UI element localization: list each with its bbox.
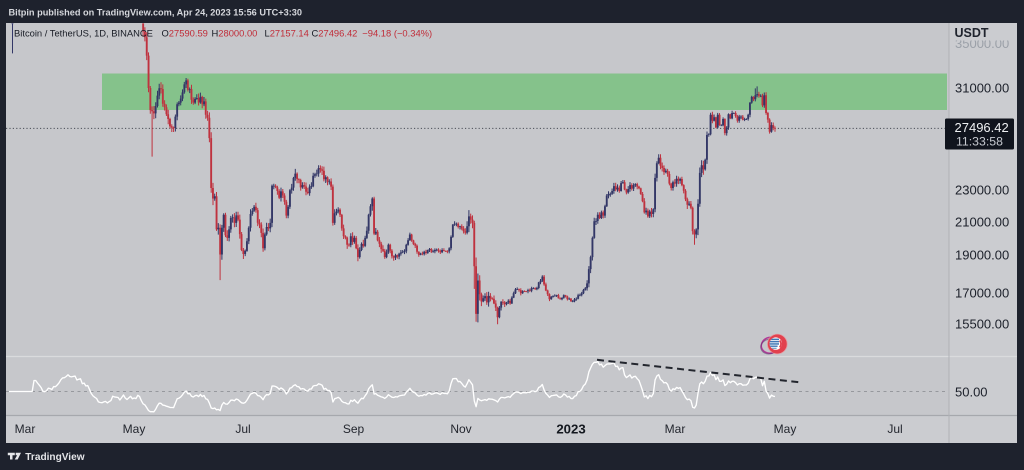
svg-text:19000.00: 19000.00 — [955, 248, 1009, 263]
svg-text:H28000.00: H28000.00 — [212, 27, 258, 38]
svg-text:21000.00: 21000.00 — [955, 215, 1009, 230]
svg-text:50.00: 50.00 — [955, 385, 988, 400]
svg-text:Sep: Sep — [343, 422, 365, 436]
svg-text:Mar: Mar — [15, 422, 36, 436]
svg-text:May: May — [774, 422, 797, 436]
svg-text:L27157.14: L27157.14 — [265, 27, 309, 38]
svg-text:Jul: Jul — [235, 422, 250, 436]
svg-text:Bitcoin / TetherUS, 1D, BINANC: Bitcoin / TetherUS, 1D, BINANCE — [14, 27, 153, 38]
svg-text:−94.18 (−0.34%): −94.18 (−0.34%) — [362, 27, 432, 38]
svg-text:C27496.42: C27496.42 — [312, 27, 358, 38]
svg-text:May: May — [123, 422, 146, 436]
svg-text:23000.00: 23000.00 — [955, 183, 1009, 198]
svg-text:Mar: Mar — [665, 422, 686, 436]
svg-text:Bitpin published on TradingVie: Bitpin published on TradingView.com, Apr… — [9, 7, 302, 17]
svg-text:Jul: Jul — [887, 422, 902, 436]
svg-text:11:33:58: 11:33:58 — [956, 135, 1003, 149]
svg-text:O27590.59: O27590.59 — [162, 27, 208, 38]
svg-text:TradingView: TradingView — [25, 452, 84, 463]
svg-text:2023: 2023 — [556, 421, 585, 436]
svg-text:31000.00: 31000.00 — [955, 81, 1009, 96]
svg-text:USDT: USDT — [955, 26, 989, 40]
svg-text:Nov: Nov — [450, 422, 471, 436]
svg-text:15500.00: 15500.00 — [955, 317, 1009, 332]
svg-text:17000.00: 17000.00 — [955, 286, 1009, 301]
svg-text:27496.42: 27496.42 — [955, 120, 1009, 135]
